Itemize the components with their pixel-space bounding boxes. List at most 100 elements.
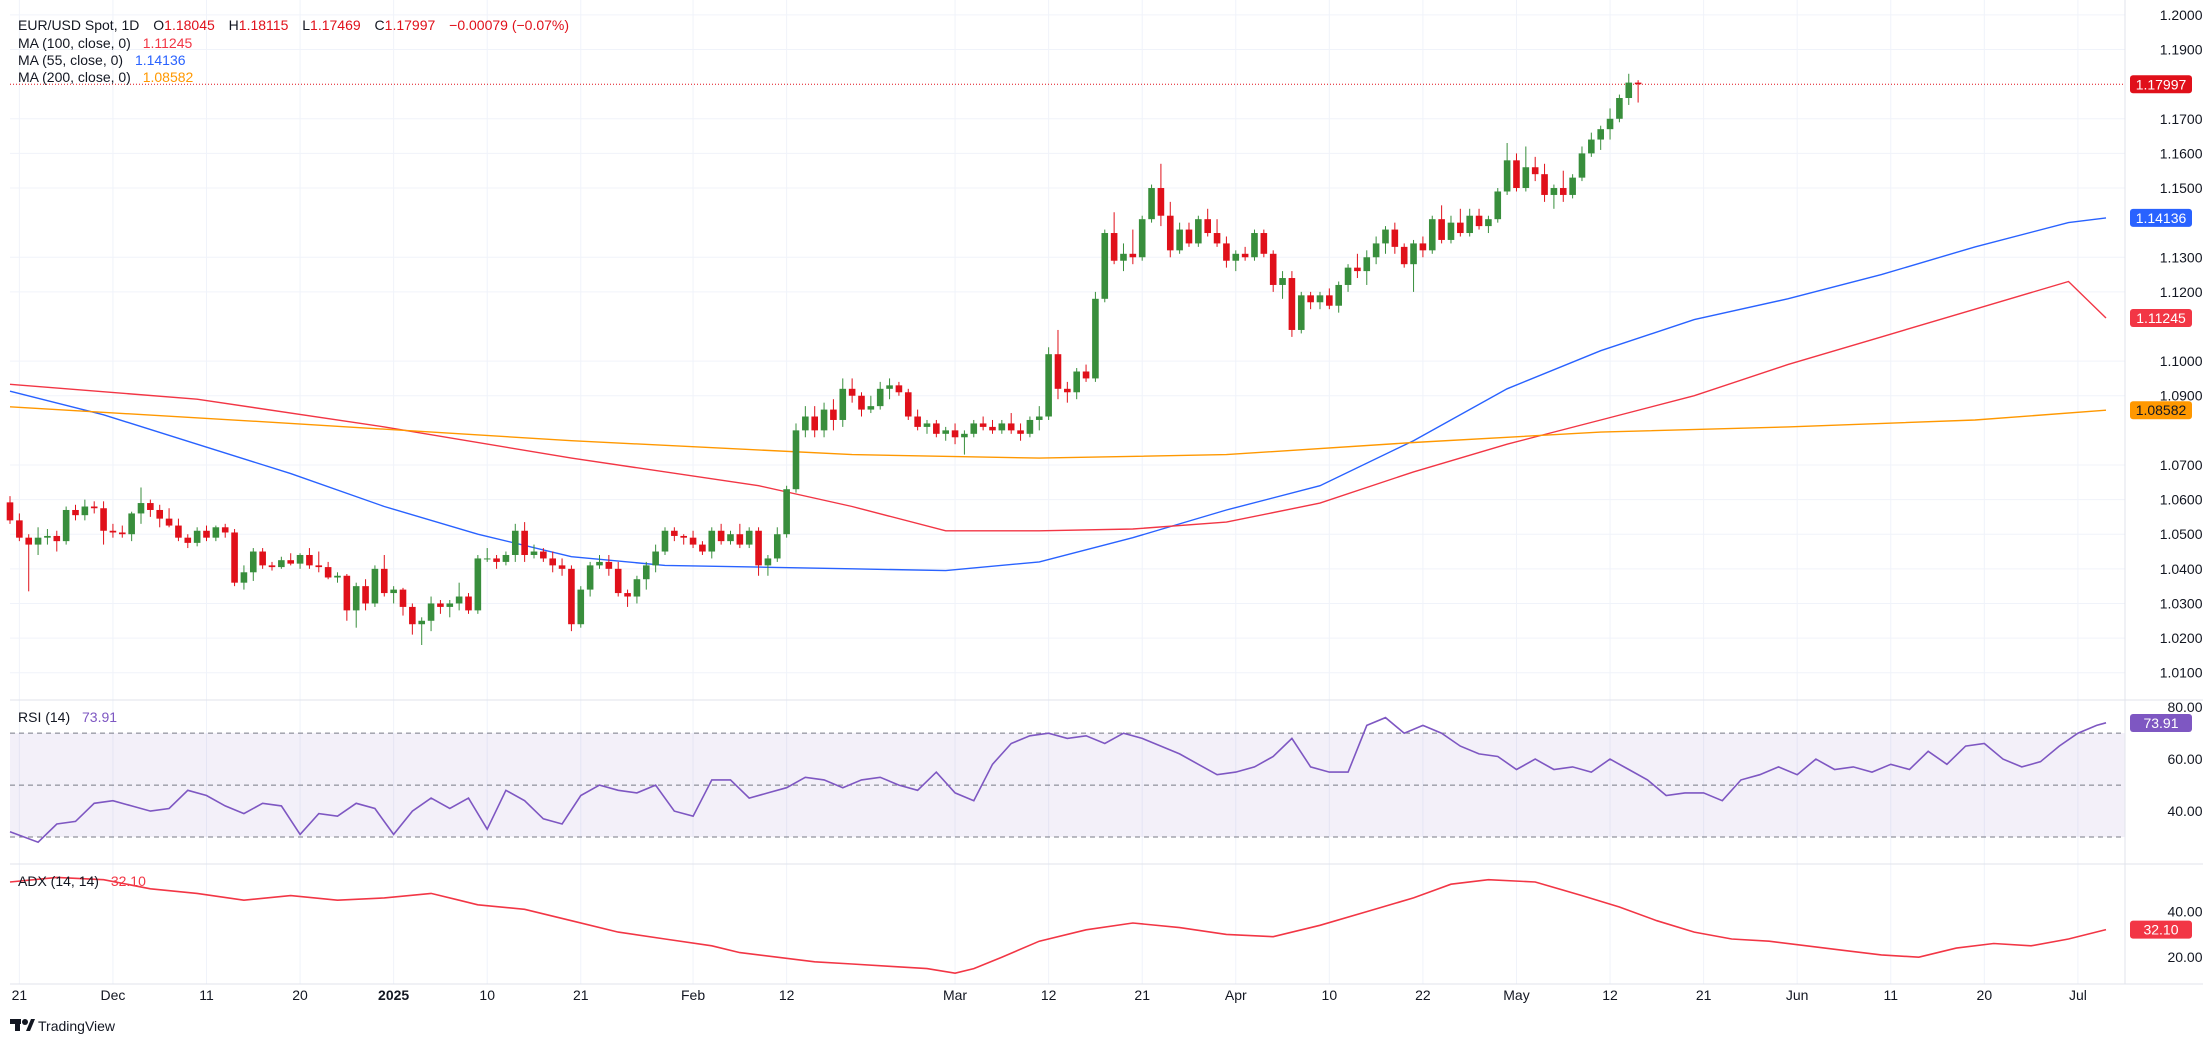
candle[interactable] [745, 527, 753, 549]
candle[interactable] [231, 529, 238, 587]
candle[interactable] [240, 565, 248, 590]
candle[interactable] [1007, 413, 1015, 434]
candle[interactable] [1232, 250, 1240, 272]
candle[interactable] [1166, 201, 1174, 258]
candle[interactable] [193, 527, 201, 547]
candle[interactable] [1148, 184, 1155, 223]
candle[interactable] [961, 430, 968, 455]
candle[interactable] [605, 554, 613, 576]
candle[interactable] [1260, 229, 1268, 258]
candle[interactable] [1288, 271, 1296, 337]
candle[interactable] [324, 561, 332, 580]
candle[interactable] [708, 527, 716, 559]
candle[interactable] [783, 485, 790, 538]
candle[interactable] [1138, 215, 1146, 261]
candle[interactable] [1503, 143, 1511, 195]
candle[interactable] [1344, 264, 1352, 292]
candle[interactable] [1531, 156, 1539, 182]
candle[interactable] [1073, 368, 1080, 400]
candle[interactable] [44, 529, 51, 545]
candle[interactable] [642, 561, 650, 590]
candle[interactable] [540, 548, 547, 562]
candle[interactable] [334, 572, 341, 583]
candle[interactable] [437, 599, 444, 614]
candle[interactable] [736, 523, 744, 549]
candle[interactable] [1157, 163, 1165, 227]
candle[interactable] [558, 558, 566, 576]
candle[interactable] [979, 416, 987, 431]
candle[interactable] [1213, 219, 1221, 247]
candle[interactable] [1251, 229, 1258, 261]
candle[interactable] [287, 553, 295, 566]
candle[interactable] [1110, 212, 1118, 265]
candle[interactable] [1541, 163, 1548, 202]
candle[interactable] [427, 596, 435, 632]
candle[interactable] [81, 499, 89, 521]
candle[interactable] [933, 419, 940, 438]
candle[interactable] [1447, 215, 1455, 244]
candle[interactable] [923, 419, 931, 434]
candle[interactable] [1634, 80, 1642, 103]
candle[interactable] [1410, 239, 1417, 292]
candle[interactable] [886, 378, 893, 400]
candle[interactable] [1185, 222, 1193, 247]
candle[interactable] [830, 399, 837, 431]
candle[interactable] [1513, 153, 1520, 192]
candle[interactable] [1120, 243, 1127, 272]
candle[interactable] [1223, 236, 1230, 268]
rsi-axis[interactable]: 80.00 60.00 40.00 [2167, 699, 2202, 819]
time-axis[interactable]: 21 Dec 11 20 2025 10 21 Feb 12 Mar 12 21 Apr 10 22 May 1… [12, 987, 2087, 1003]
candle[interactable] [1279, 271, 1286, 299]
candle[interactable] [586, 561, 594, 597]
adx-legend[interactable]: ADX (14, 14) 32.10 [18, 873, 146, 889]
candle[interactable] [1026, 416, 1034, 438]
candle[interactable] [1382, 226, 1389, 254]
candle[interactable] [315, 551, 323, 573]
svg-text:MA (55, close, 0) 1.1413[interactable]: MA (55, close, 0) 1.14136 [18, 52, 186, 68]
candle[interactable] [296, 553, 304, 569]
candle[interactable] [530, 544, 538, 559]
candle[interactable] [1082, 364, 1090, 382]
candle[interactable] [989, 419, 996, 434]
candle[interactable] [1354, 253, 1361, 279]
candle[interactable] [680, 534, 688, 545]
candle[interactable] [1559, 170, 1567, 202]
candle[interactable] [596, 554, 603, 569]
candle[interactable] [773, 527, 781, 562]
candle[interactable] [1017, 423, 1024, 441]
candle[interactable] [511, 523, 519, 562]
candle[interactable] [633, 575, 641, 604]
candle[interactable] [1204, 208, 1211, 237]
candle[interactable] [1045, 347, 1052, 420]
candle[interactable] [1307, 291, 1314, 310]
price-axis[interactable]: 1.20000 1.19000 1.17000 1.16000 1.15000 1.130… [2160, 7, 2203, 681]
candle[interactable] [147, 499, 154, 517]
candle[interactable] [1438, 205, 1445, 244]
candle[interactable] [1522, 146, 1530, 192]
candle[interactable] [109, 523, 117, 538]
candle[interactable] [390, 586, 397, 604]
candle[interactable] [175, 518, 182, 542]
candle[interactable] [156, 504, 164, 528]
candle[interactable] [409, 603, 416, 635]
candle[interactable] [848, 378, 856, 403]
candle[interactable] [16, 513, 23, 542]
candle[interactable] [858, 392, 865, 417]
candle[interactable] [1297, 291, 1305, 334]
candle[interactable] [278, 556, 285, 569]
candle[interactable] [446, 599, 454, 618]
candle[interactable] [1578, 146, 1586, 182]
candle[interactable] [998, 419, 1006, 434]
candle[interactable] [90, 501, 98, 514]
candle[interactable] [839, 378, 847, 427]
candle[interactable] [521, 522, 528, 562]
candles[interactable] [6, 73, 1642, 645]
candle[interactable] [259, 548, 266, 569]
candle[interactable] [483, 548, 491, 562]
candle[interactable] [1419, 236, 1427, 258]
candle[interactable] [72, 504, 79, 521]
candle[interactable] [1466, 208, 1473, 237]
candle[interactable] [100, 501, 107, 545]
candle[interactable] [689, 530, 697, 549]
candle[interactable] [970, 419, 978, 438]
